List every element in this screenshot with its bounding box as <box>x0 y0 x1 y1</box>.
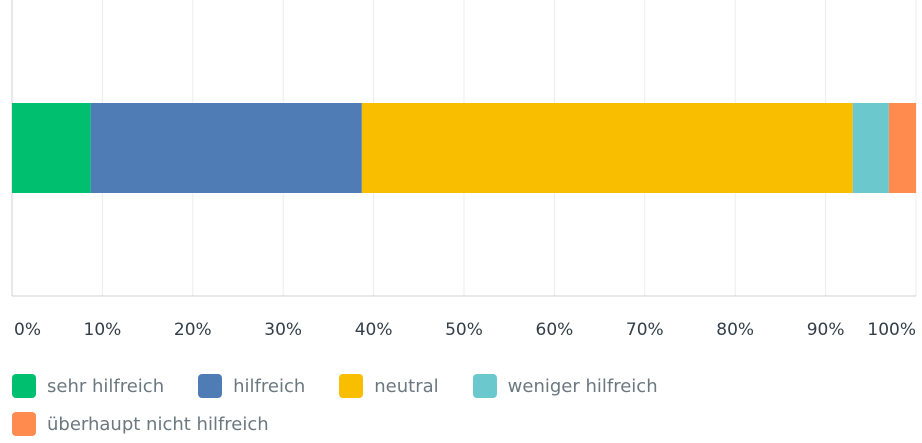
legend-swatch <box>12 374 36 398</box>
plot: 0% 10% 20% 30% 40% 50% 60% 70% 80% 90% 100% <box>11 0 917 340</box>
legend-swatch <box>12 412 36 436</box>
legend-item: neutral <box>339 374 439 398</box>
bar-segment <box>12 103 91 193</box>
legend-item: überhaupt nicht hilfreich <box>12 412 269 436</box>
legend-swatch <box>198 374 223 398</box>
legend-swatch <box>339 374 364 398</box>
x-tick-label: 70% <box>626 320 664 340</box>
bar-segment <box>888 103 916 193</box>
x-tick-label: 100% <box>867 320 916 340</box>
legend-label: überhaupt nicht hilfreich <box>47 413 269 435</box>
x-tick-label: 50% <box>445 320 483 340</box>
x-tick-label: 80% <box>716 320 754 340</box>
legend-label: neutral <box>374 375 439 397</box>
legend-item: sehr hilfreich <box>12 374 164 398</box>
legend-label: sehr hilfreich <box>47 375 165 397</box>
legend-label: hilfreich <box>233 375 306 397</box>
x-tick-label: 20% <box>174 320 212 340</box>
bar-segment <box>361 103 853 193</box>
legend-swatch <box>472 374 497 398</box>
legend-label: weniger hilfreich <box>507 375 658 397</box>
x-tick-label: 10% <box>84 320 122 340</box>
bar-segment <box>90 103 362 193</box>
legend-item: hilfreich <box>198 374 305 398</box>
x-tick-label: 60% <box>536 320 574 340</box>
x-tick-label: 90% <box>807 320 845 340</box>
x-tick-label: 30% <box>264 320 302 340</box>
legend: sehr hilfreich hilfreich neutral weniger hi… <box>12 374 752 436</box>
x-tick-label: 40% <box>355 320 393 340</box>
legend-item: weniger hilfreich <box>472 374 658 398</box>
x-tick-label: 0% <box>14 320 41 340</box>
bar-segment <box>852 103 889 193</box>
